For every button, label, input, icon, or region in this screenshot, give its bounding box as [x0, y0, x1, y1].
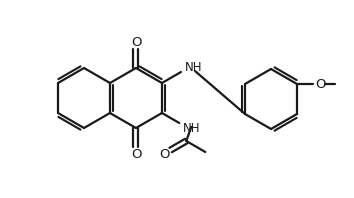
- Text: NH: NH: [183, 122, 201, 134]
- Text: O: O: [132, 35, 142, 49]
- Text: O: O: [316, 77, 326, 90]
- Text: NH: NH: [185, 61, 202, 73]
- Text: O: O: [159, 148, 170, 161]
- Text: O: O: [132, 148, 142, 161]
